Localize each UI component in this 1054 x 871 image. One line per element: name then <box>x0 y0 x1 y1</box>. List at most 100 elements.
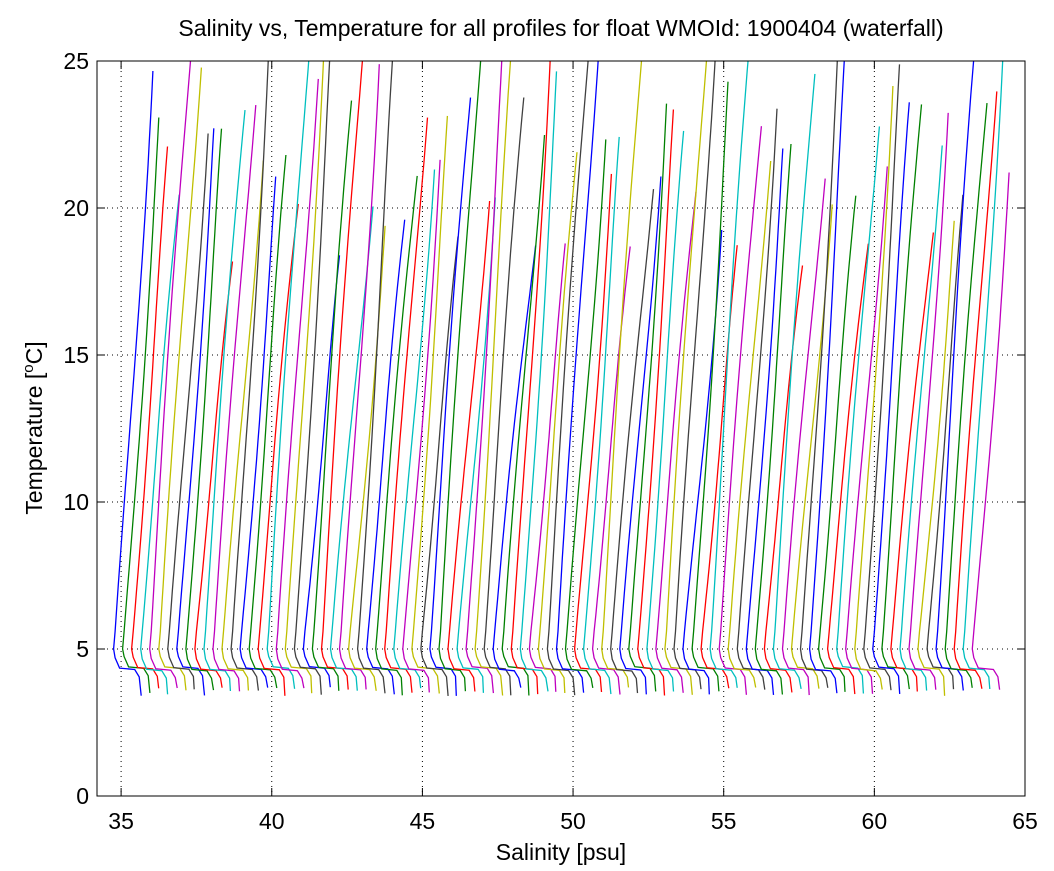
profile-line <box>149 61 192 689</box>
profile-line <box>338 64 380 690</box>
profile-line <box>474 61 512 696</box>
profile-line <box>727 160 772 688</box>
profile-line <box>971 172 1010 690</box>
profile-line <box>519 71 558 692</box>
profile-line <box>329 206 374 691</box>
profile-line <box>745 148 784 695</box>
profile-line <box>582 136 620 695</box>
profile-line <box>158 67 203 691</box>
profile-line <box>438 61 482 692</box>
y-tick-label: 25 <box>63 48 89 74</box>
profile-line <box>483 97 525 696</box>
profile-line <box>935 61 975 691</box>
profile-line <box>185 128 223 691</box>
profile-line <box>293 61 331 695</box>
profile-line <box>646 130 685 692</box>
profile-line <box>257 203 299 696</box>
profile-line <box>393 169 436 689</box>
profile-line <box>881 104 923 690</box>
x-tick-label: 40 <box>259 808 285 834</box>
profile-line <box>917 220 955 696</box>
profile-line <box>564 139 607 689</box>
profile-line <box>140 194 180 695</box>
x-tick-label: 35 <box>108 808 134 834</box>
profile-line <box>872 102 910 694</box>
profile-line <box>944 103 988 688</box>
profile-line <box>655 191 697 693</box>
profile-line <box>492 245 537 688</box>
profile-line <box>863 64 901 691</box>
profile-line <box>465 61 503 694</box>
series-layer <box>112 61 1010 696</box>
profile-line <box>845 166 888 694</box>
profile-line <box>212 105 257 692</box>
y-axis-label-unit: C] <box>21 341 47 364</box>
profile-line <box>601 61 643 688</box>
profile-line <box>908 112 949 690</box>
profile-line <box>637 109 675 696</box>
profile-line <box>510 61 551 695</box>
profile-line <box>528 243 566 692</box>
profile-line <box>248 154 287 689</box>
plot-frame <box>96 60 1026 797</box>
profile-line <box>356 61 394 694</box>
profile-line <box>610 189 655 694</box>
profile-line <box>546 61 589 696</box>
y-tick-label: 0 <box>76 783 89 809</box>
profile-line <box>384 117 429 693</box>
profile-line <box>447 200 491 692</box>
profile-line <box>429 97 472 696</box>
profile-line <box>926 194 964 690</box>
profile-line <box>890 232 935 692</box>
profile-line <box>121 117 160 693</box>
profile-line <box>754 143 792 695</box>
profile-line <box>284 61 325 694</box>
profile-line <box>718 126 763 695</box>
profile-line <box>691 81 729 692</box>
profile-line <box>176 128 215 696</box>
profile-line <box>266 61 310 689</box>
profile-line <box>230 61 269 691</box>
profile-line <box>221 160 264 691</box>
profile-line <box>962 61 1004 690</box>
profile-line <box>402 159 441 693</box>
profile-line <box>673 61 716 690</box>
chart-title: Salinity vs, Temperature for all profile… <box>178 15 943 41</box>
profile-line <box>112 70 154 696</box>
y-tick-label: 20 <box>63 195 89 221</box>
profile-line <box>709 61 749 688</box>
profile-line <box>456 197 496 693</box>
profile-line <box>808 61 845 694</box>
profile-line <box>736 108 778 690</box>
profile-line <box>239 176 277 688</box>
profile-line <box>130 146 169 689</box>
tick-layer: 35 40 45 50 55 60 65 0 5 10 15 20 25 <box>63 48 1037 834</box>
y-tick-label: 5 <box>76 636 89 662</box>
profile-line <box>320 61 364 690</box>
x-tick-label: 60 <box>862 808 888 834</box>
y-tick-label: 10 <box>63 489 89 515</box>
profile-line <box>203 110 246 692</box>
profile-line <box>899 145 943 691</box>
y-axis-label: Temperature [oC] <box>20 341 47 514</box>
x-tick-label: 65 <box>1012 808 1038 834</box>
profile-line <box>664 61 708 695</box>
profile-line <box>573 173 613 693</box>
profile-line <box>420 236 459 696</box>
profile-line <box>167 133 209 690</box>
profile-line <box>311 100 353 691</box>
y-axis-label-superscript: o <box>20 364 37 372</box>
profile-line <box>854 85 894 690</box>
profile-line <box>799 61 838 688</box>
x-tick-label: 45 <box>410 808 436 834</box>
profile-line <box>628 103 668 692</box>
profile-line <box>619 176 662 695</box>
x-tick-label: 50 <box>560 808 586 834</box>
profile-line <box>953 91 998 689</box>
profile-line <box>781 178 826 696</box>
profile-line <box>302 255 341 688</box>
profile-line <box>275 78 319 689</box>
profile-line <box>375 175 418 696</box>
